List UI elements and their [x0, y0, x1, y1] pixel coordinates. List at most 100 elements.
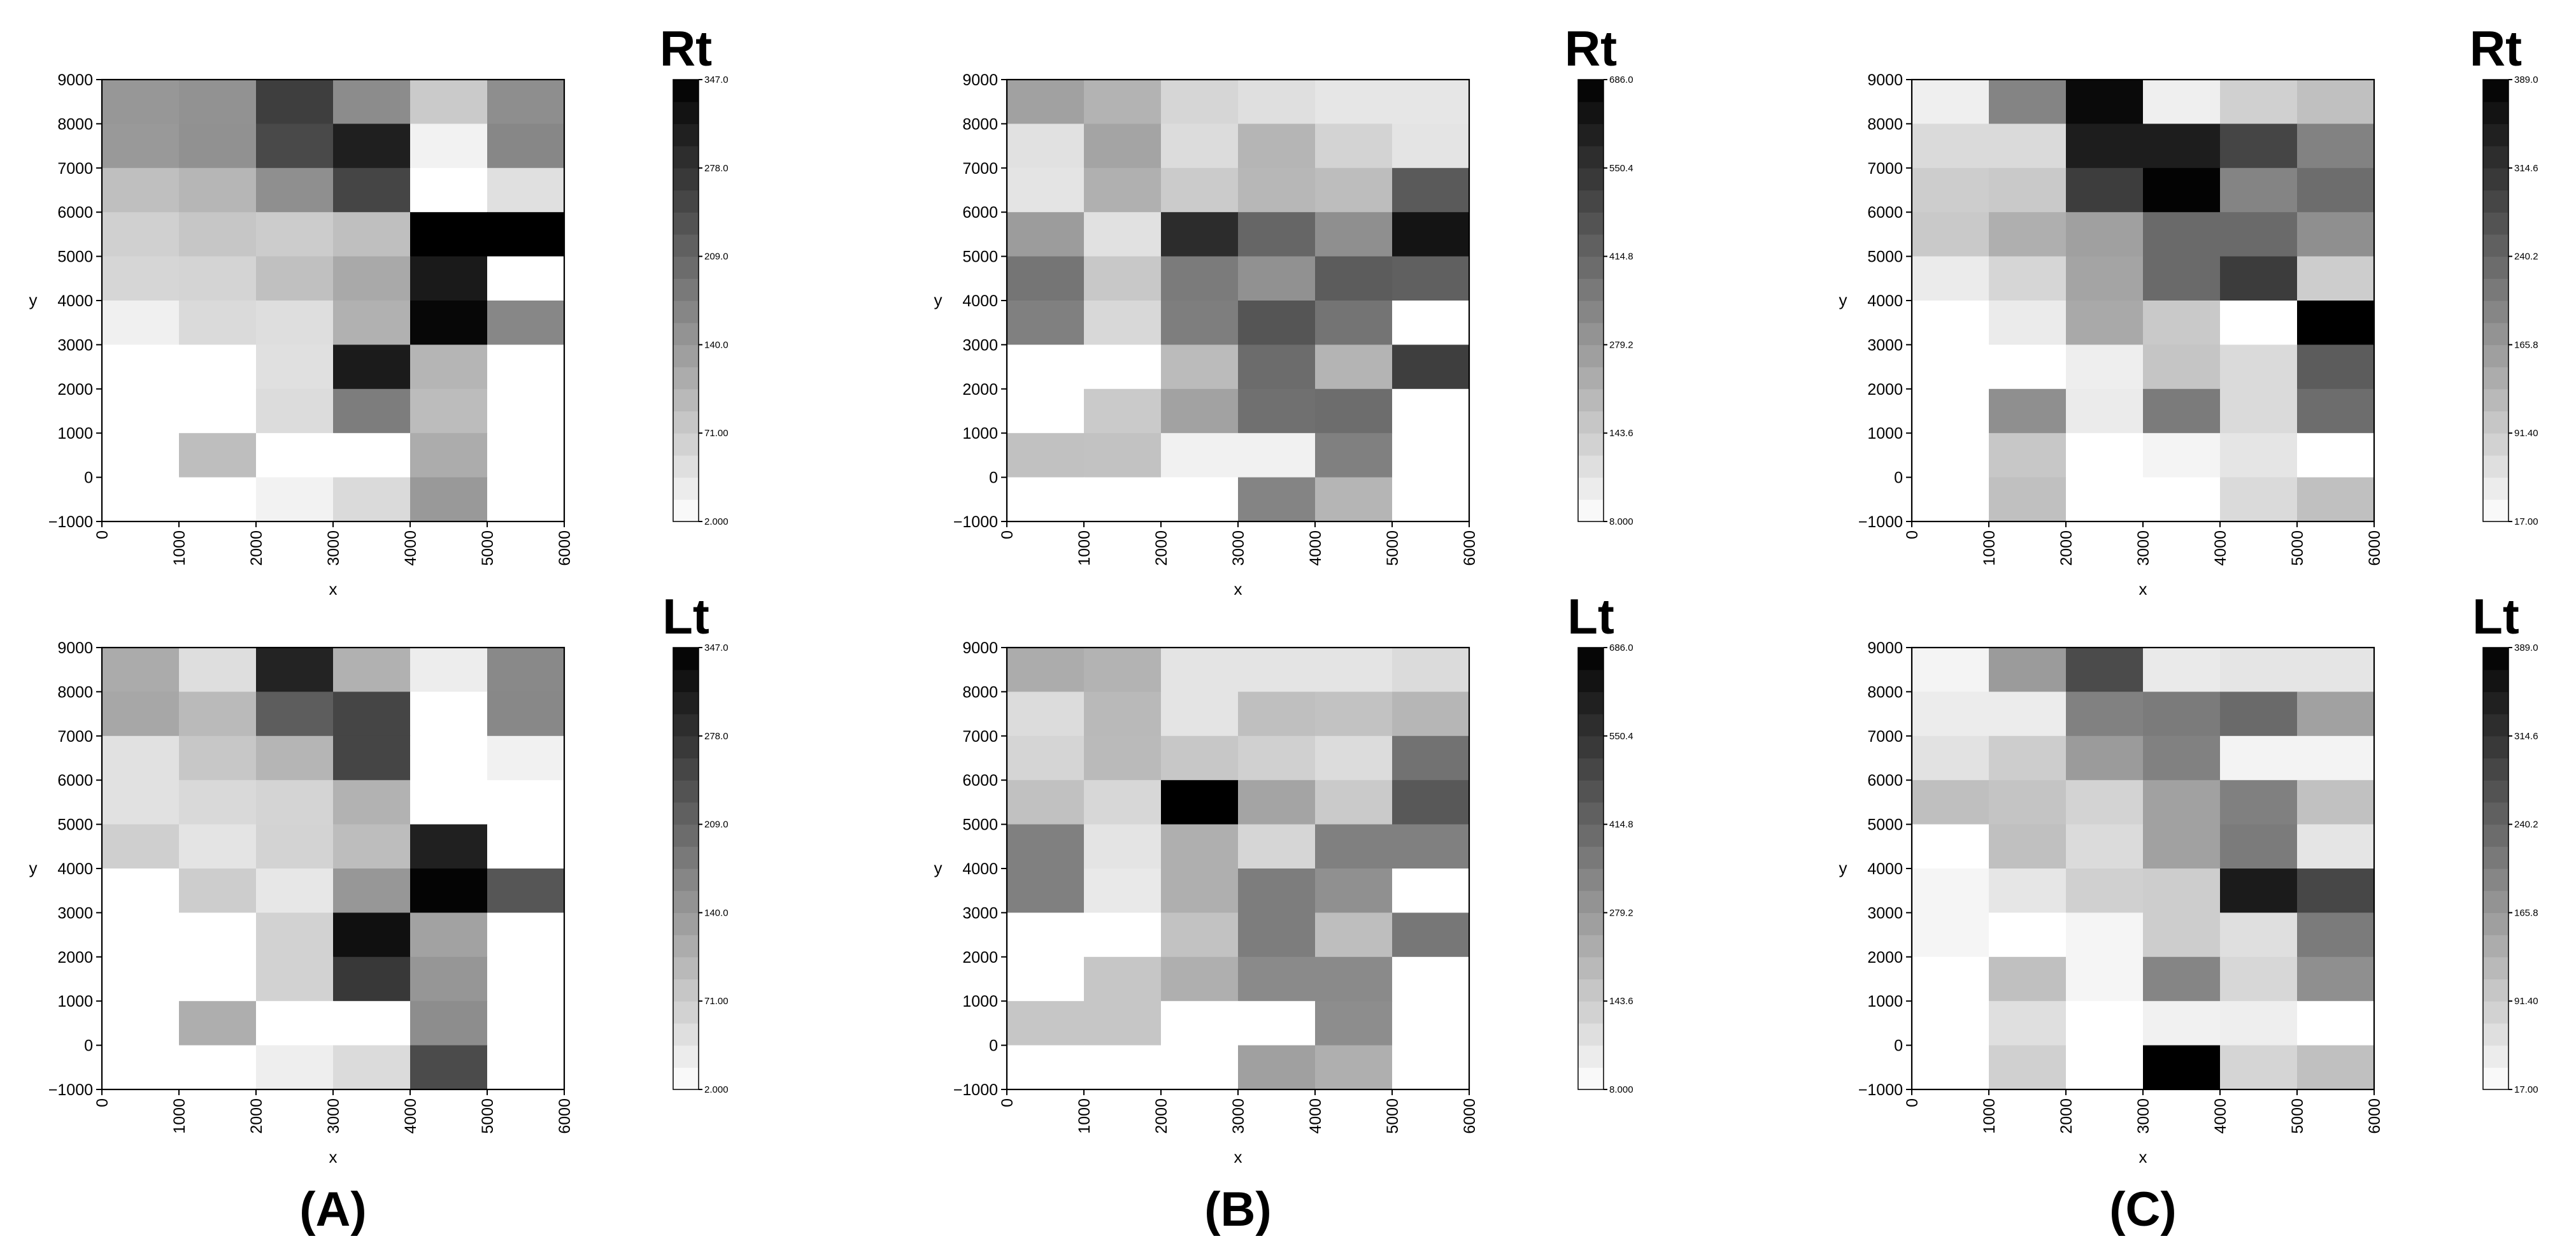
- colorbar-tick-label: 314.6: [2514, 731, 2538, 742]
- heatmap-cell: [333, 956, 411, 1002]
- heatmap-cell: [487, 780, 565, 825]
- heatmap-cell: [1392, 691, 1470, 737]
- heatmap-cell: [1084, 477, 1162, 522]
- heatmap-cell: [1084, 780, 1162, 825]
- y-tick-label: 5000: [57, 816, 93, 834]
- colorbar-band: [2483, 890, 2508, 913]
- heatmap-cell: [179, 167, 257, 213]
- colorbar-band: [673, 714, 699, 737]
- heatmap-cell: [1238, 869, 1316, 913]
- heatmap-cell: [102, 167, 180, 213]
- heatmap-cell: [1084, 301, 1162, 345]
- x-tick-label: 6000: [556, 530, 574, 566]
- colorbar-tick-label: 550.4: [1609, 163, 1633, 174]
- heatmap-cell: [1161, 212, 1239, 257]
- colorbar-band: [2483, 499, 2508, 522]
- heatmap-cell: [410, 256, 488, 301]
- y-tick-label: 6000: [962, 772, 998, 790]
- x-axis-label: x: [329, 1147, 338, 1166]
- heatmap-cell: [1392, 388, 1470, 434]
- y-axis-label: y: [1839, 858, 1847, 877]
- heatmap-cell: [1392, 780, 1470, 825]
- heatmap-cell: [2066, 691, 2144, 737]
- y-tick-label: 6000: [1867, 772, 1903, 790]
- heatmap-cell: [2220, 256, 2298, 301]
- colorbar-band: [2483, 979, 2508, 1002]
- colorbar-band: [2483, 1045, 2508, 1068]
- colorbar-band: [673, 455, 699, 478]
- heatmap-cell: [256, 124, 334, 169]
- colorbar-band: [1578, 691, 1604, 714]
- y-tick-label: −1000: [953, 1081, 998, 1099]
- colorbar-band: [1578, 1067, 1604, 1090]
- heatmap-panel-a-lt: −100001000200030004000500060007000800090…: [29, 588, 729, 1166]
- heatmap-cell: [1084, 256, 1162, 301]
- colorbar-band: [1578, 322, 1604, 345]
- heatmap-cell: [487, 1001, 565, 1046]
- heatmap-cell: [102, 780, 180, 825]
- x-tick-label: 1000: [1981, 1098, 1998, 1134]
- y-tick-label: 9000: [57, 71, 93, 89]
- x-tick-label: 0: [999, 1098, 1016, 1107]
- heatmap-cell: [1161, 388, 1239, 434]
- heatmap-cell: [1161, 912, 1239, 958]
- y-tick-label: 5000: [962, 816, 998, 834]
- heatmap-cell: [2297, 912, 2375, 958]
- colorbar-band: [2483, 167, 2508, 191]
- heatmap-cell: [2220, 212, 2298, 257]
- x-axis-label: x: [329, 579, 338, 599]
- heatmap-cell: [1007, 167, 1085, 213]
- heatmap-cell: [410, 344, 488, 390]
- y-tick-label: 9000: [57, 639, 93, 657]
- heatmap-cell: [1007, 1001, 1085, 1046]
- heatmap-cell: [2297, 648, 2375, 692]
- colorbar-band: [1578, 824, 1604, 847]
- heatmap-cell: [410, 956, 488, 1002]
- colorbar-tick-label: 2.000: [704, 1084, 729, 1095]
- heatmap-cell: [2220, 80, 2298, 124]
- heatmap-cell: [1007, 433, 1085, 478]
- colorbar-band: [673, 1067, 699, 1090]
- heatmap-cell: [1084, 80, 1162, 124]
- heatmap-cell: [410, 824, 488, 869]
- heatmap-cell: [1392, 912, 1470, 958]
- heatmap-cell: [1084, 1045, 1162, 1090]
- heatmap-cell: [1912, 691, 1989, 737]
- heatmap-cell: [1912, 1045, 1989, 1090]
- heatmap-cell: [410, 212, 488, 257]
- colorbar-band: [2483, 780, 2508, 803]
- heatmap-cell: [102, 388, 180, 434]
- heatmap-cell: [1238, 80, 1316, 124]
- x-tick-label: 2000: [248, 530, 266, 566]
- y-tick-label: 9000: [1867, 71, 1903, 89]
- heatmap-cell: [410, 388, 488, 434]
- heatmap-cell: [1392, 1001, 1470, 1046]
- heatmap-cell: [2143, 956, 2221, 1002]
- heatmap-cell: [179, 1045, 257, 1090]
- heatmap-cell: [2297, 344, 2375, 390]
- colorbar-band: [2483, 714, 2508, 737]
- heatmap-cell: [1161, 344, 1239, 390]
- heatmap-cell: [1912, 824, 1989, 869]
- heatmap-cell: [1912, 256, 1989, 301]
- heatmap-cell: [102, 124, 180, 169]
- colorbar-frame: [2482, 79, 2509, 522]
- colorbar-tick-label: 17.00: [2514, 1084, 2538, 1095]
- heatmap-cell: [1007, 956, 1085, 1002]
- colorbar-band: [1578, 212, 1604, 235]
- heatmap-cell: [1238, 1045, 1316, 1090]
- colorbar-tick-label: 414.8: [1609, 252, 1633, 262]
- colorbar-band: [673, 691, 699, 714]
- heatmap-cell: [333, 301, 411, 345]
- colorbar-band: [2483, 455, 2508, 478]
- x-tick-label: 6000: [2366, 530, 2384, 566]
- y-axis-label: y: [934, 858, 943, 877]
- y-tick-label: −1000: [953, 513, 998, 531]
- panel-caption: (B): [1204, 1182, 1272, 1237]
- colorbar-band: [1578, 101, 1604, 124]
- heatmap-cell: [1007, 912, 1085, 958]
- colorbar-tick-label: 550.4: [1609, 731, 1633, 742]
- heatmap-cell: [1238, 648, 1316, 692]
- heatmap-cell: [2143, 167, 2221, 213]
